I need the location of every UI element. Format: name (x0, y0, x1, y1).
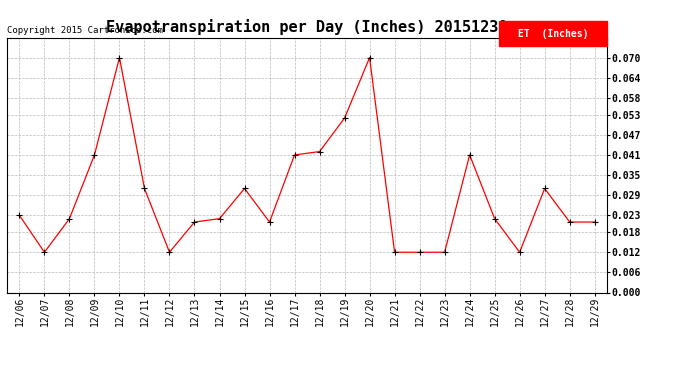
Bar (499, 21, 607, 46)
Title: Evapotranspiration per Day (Inches) 20151230: Evapotranspiration per Day (Inches) 2015… (106, 19, 508, 35)
Text: Copyright 2015 Cartronics.com: Copyright 2015 Cartronics.com (7, 26, 163, 35)
Text: ET  (Inches): ET (Inches) (518, 28, 589, 39)
